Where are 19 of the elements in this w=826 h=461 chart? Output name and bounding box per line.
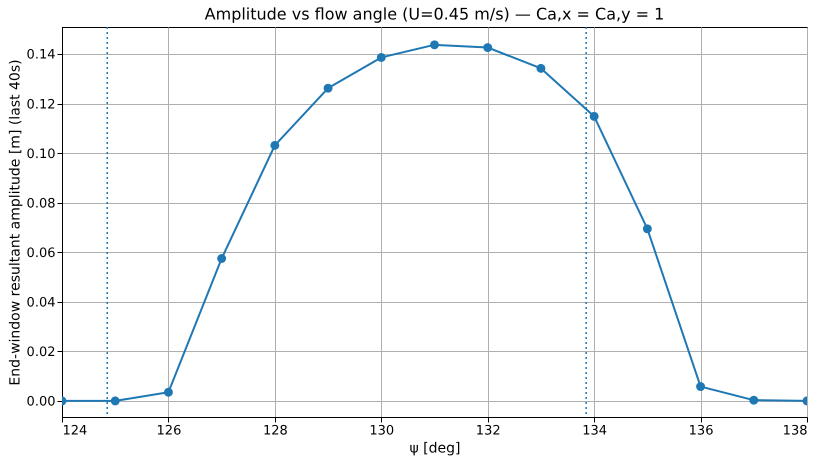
y-tick-label: 0.14 <box>26 48 56 63</box>
x-tick-label: 132 <box>476 424 501 438</box>
y-tick-label: 0.10 <box>26 146 56 162</box>
x-tick-label: 126 <box>156 424 182 438</box>
x-tick-label: 128 <box>262 424 288 438</box>
y-tick-label: 0.08 <box>26 196 56 212</box>
x-tick-label: 134 <box>582 424 608 438</box>
x-axis-title: ψ [deg] <box>410 440 460 456</box>
x-tick-label: 124 <box>62 424 88 438</box>
y-tick-label: 0.04 <box>26 295 56 310</box>
y-axis-title: End-window resultant amplitude [m] (last 40s) <box>8 59 24 386</box>
x-tick-label: 138 <box>782 424 808 438</box>
y-tick-label: 0.00 <box>26 394 56 410</box>
x-tick-label: 130 <box>369 424 394 438</box>
y-tick-label: 0.06 <box>26 246 56 261</box>
y-tick-label: 0.02 <box>26 344 56 360</box>
x-tick-label: 136 <box>688 424 714 438</box>
y-tick-label: 0.12 <box>26 97 56 112</box>
chart-title: Amplitude vs flow angle (U=0.45 m/s) — Ca,x = Ca,y = 1 <box>204 4 664 24</box>
